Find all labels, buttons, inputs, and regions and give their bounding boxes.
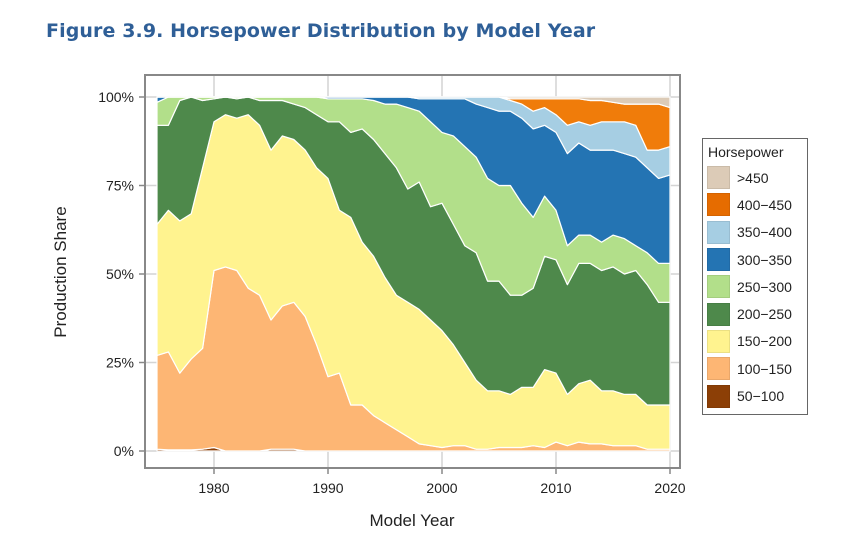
area-gt450 xyxy=(156,96,671,109)
legend-label: 200−250 xyxy=(737,306,792,323)
legend-label: 300−350 xyxy=(737,251,792,268)
x-tick-label: 2000 xyxy=(426,480,457,496)
y-tick-label: 100% xyxy=(98,89,134,105)
legend-swatch xyxy=(707,357,730,381)
y-axis-label: Production Share xyxy=(51,206,70,337)
legend-item: 400−450 xyxy=(703,191,807,218)
legend-label: 250−300 xyxy=(737,278,792,295)
area-series xyxy=(156,96,671,452)
legend-item: 200−250 xyxy=(703,300,807,327)
legend-swatch xyxy=(707,248,730,272)
legend-item: 50−100 xyxy=(703,382,807,409)
plot-frame xyxy=(144,74,681,469)
x-tick-label: 1980 xyxy=(198,480,229,496)
legend-item: 150−200 xyxy=(703,328,807,355)
legend-item: 100−150 xyxy=(703,355,807,382)
legend-label: 400−450 xyxy=(737,196,792,213)
legend-swatch xyxy=(707,220,730,244)
legend-item: 350−400 xyxy=(703,219,807,246)
x-tick-label: 2010 xyxy=(540,480,571,496)
legend-item: 300−350 xyxy=(703,246,807,273)
legend-swatch xyxy=(707,275,730,299)
legend-swatch xyxy=(707,384,730,408)
x-tick-label: 2020 xyxy=(654,480,685,496)
figure-title: Figure 3.9. Horsepower Distribution by M… xyxy=(46,20,596,42)
axis-ticks: 1980 1990 2000 2010 2020 0% 25% 50% 75% 100% xyxy=(98,89,686,496)
y-tick-label: 25% xyxy=(106,355,134,371)
legend-label: 150−200 xyxy=(737,333,792,350)
legend-item: >450 xyxy=(703,164,807,191)
legend-title: Horsepower xyxy=(708,144,784,160)
y-tick-label: 50% xyxy=(106,266,134,282)
legend-swatch xyxy=(707,302,730,326)
legend-label: >450 xyxy=(737,169,769,186)
x-axis-label: Model Year xyxy=(369,511,454,530)
legend: Horsepower >450 400−450 350−400 300−350 250−… xyxy=(702,138,808,415)
legend-item: 250−300 xyxy=(703,273,807,300)
legend-swatch xyxy=(707,166,730,190)
legend-swatch xyxy=(707,329,730,353)
legend-swatch xyxy=(707,193,730,217)
legend-label: 100−150 xyxy=(737,360,792,377)
y-tick-label: 75% xyxy=(106,178,134,194)
legend-label: 50−100 xyxy=(737,388,785,405)
x-tick-label: 1990 xyxy=(312,480,343,496)
y-tick-label: 0% xyxy=(114,443,134,459)
legend-label: 350−400 xyxy=(737,224,792,241)
